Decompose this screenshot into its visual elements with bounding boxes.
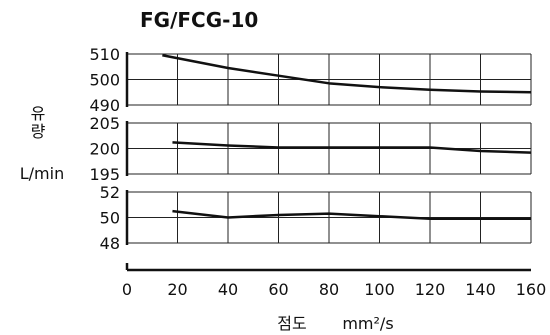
panel-3: 52 50 48 bbox=[100, 183, 532, 253]
x-axis-label: 점도 bbox=[277, 314, 306, 333]
chart-title: FG/FCG-10 bbox=[140, 8, 258, 32]
x-tick-label: 80 bbox=[319, 280, 339, 299]
x-tick-label: 20 bbox=[167, 280, 187, 299]
series-line bbox=[172, 141, 532, 154]
series-line bbox=[172, 209, 531, 221]
panel-1: 510 500 490 bbox=[89, 45, 532, 115]
panel-2: 205 200 195 bbox=[89, 114, 532, 184]
y-tick-label: 490 bbox=[89, 96, 120, 115]
y-tick-label: 510 bbox=[89, 45, 120, 64]
y-tick-label: 205 bbox=[89, 114, 120, 133]
x-tick-label: 100 bbox=[364, 280, 395, 299]
y-tick-label: 52 bbox=[100, 183, 120, 202]
y-axis-unit: L/min bbox=[20, 164, 64, 183]
y-axis-label-bottom: 량 bbox=[31, 122, 46, 141]
y-tick-label: 50 bbox=[100, 209, 120, 228]
x-tick-label: 60 bbox=[268, 280, 288, 299]
y-tick-label: 500 bbox=[89, 71, 120, 90]
x-tick-label: 120 bbox=[415, 280, 446, 299]
x-axis: 0 20 40 60 80 100 120 140 160 bbox=[122, 263, 546, 299]
x-tick-label: 0 bbox=[122, 280, 132, 299]
x-tick-label: 40 bbox=[218, 280, 238, 299]
series-line bbox=[162, 54, 532, 94]
y-tick-label: 200 bbox=[89, 140, 120, 159]
x-tick-label: 140 bbox=[465, 280, 496, 299]
y-tick-label: 48 bbox=[100, 234, 120, 253]
x-axis-unit: mm²/s bbox=[342, 314, 393, 333]
y-tick-label: 195 bbox=[89, 165, 120, 184]
y-axis-label-top: 유 bbox=[31, 104, 46, 123]
x-tick-label: 160 bbox=[516, 280, 547, 299]
